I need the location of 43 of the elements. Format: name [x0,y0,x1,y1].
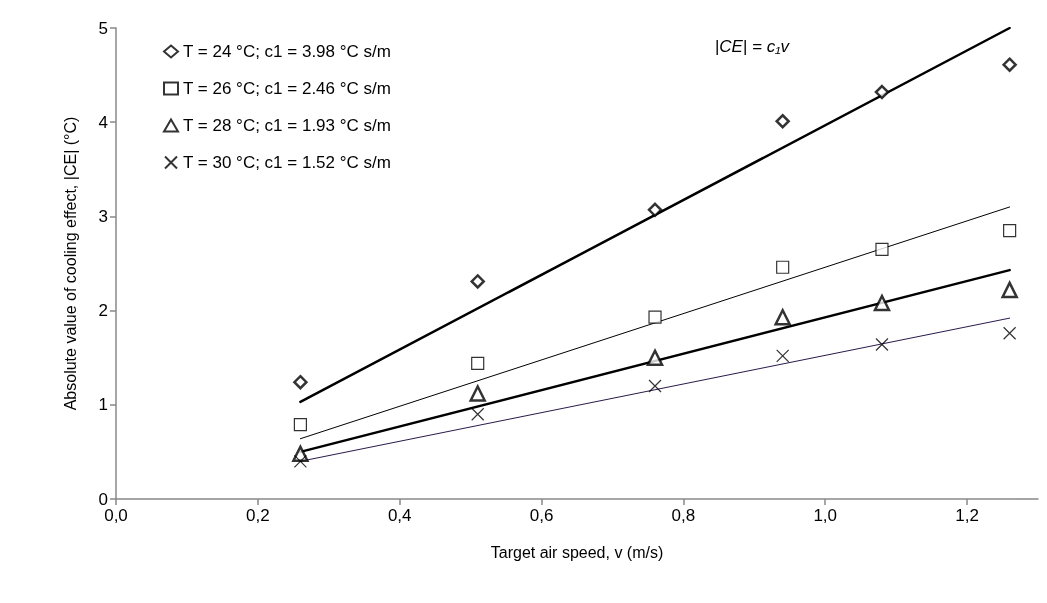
point [293,454,307,468]
point [873,294,891,312]
point [648,379,662,393]
x-tick-label: 1,2 [955,506,979,525]
point [774,308,791,326]
x-tick-label: 0,4 [387,506,412,525]
x-tick-label: 0,8 [671,506,696,525]
y-tick-label: 5 [98,18,108,38]
annotation: |CE| = c₁v [714,37,791,56]
y-tick-label: 1 [98,395,108,415]
point [470,274,485,289]
x-tick-label: 0,0 [104,506,128,525]
point [776,260,790,274]
legend-label: T = 30 °C; c1 = 1.52 °C s/m [183,153,391,172]
legend-label: T = 26 °C; c1 = 2.46 °C s/m [183,79,391,98]
point [469,385,486,402]
point [293,417,307,432]
y-axis-title: Absolute value of cooling effect, |CE| (°C) [61,116,79,411]
point [471,356,485,370]
point [293,374,308,390]
point [1003,223,1017,238]
point [775,114,790,129]
legend-label: T = 28 °C; c1 = 1.93 °C s/m [183,116,391,135]
y-tick-label: 2 [98,301,108,321]
point [874,84,890,100]
point [875,337,889,352]
x-tick-label: 0,6 [529,506,554,525]
point [646,349,664,366]
y-tick-label: 3 [98,206,108,226]
point [1001,281,1018,299]
x-axis-title: Target air speed, v (m/s) [490,543,664,561]
point [1002,57,1017,72]
point [875,242,889,256]
point [1003,326,1017,340]
point [776,349,790,363]
legend-label: T = 24 °C; c1 = 3.98 °C s/m [183,42,391,61]
point [648,310,662,324]
point [471,407,485,421]
x-tick-label: 0,2 [246,506,270,525]
y-tick-label: 4 [98,112,108,132]
y-tick-label: 0 [98,489,108,509]
x-tick-label: 1,0 [813,506,838,525]
point [647,202,663,218]
